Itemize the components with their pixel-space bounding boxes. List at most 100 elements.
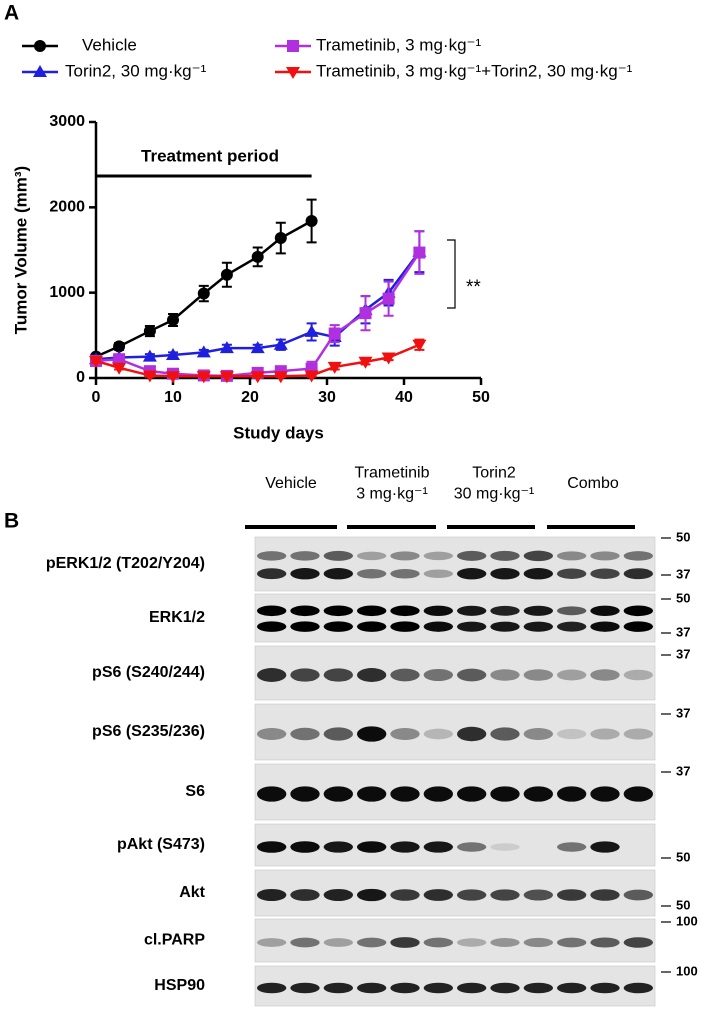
blot-strip bbox=[254, 593, 656, 643]
data-point bbox=[251, 250, 264, 263]
blot-band bbox=[557, 606, 587, 616]
blot-band bbox=[390, 605, 420, 617]
blot-band bbox=[557, 982, 587, 994]
blot-row-label: pS6 (S235/236) bbox=[92, 723, 205, 740]
blot-band bbox=[557, 551, 587, 561]
data-point bbox=[274, 232, 287, 245]
blot-band bbox=[490, 621, 520, 632]
blot-band bbox=[557, 568, 587, 579]
mw-label: 50 bbox=[676, 897, 690, 912]
blot-band bbox=[457, 786, 487, 802]
blot-row-label: S6 bbox=[185, 783, 205, 800]
legend-label: Torin2, 30 mg·kg⁻¹ bbox=[65, 61, 207, 80]
blot-band bbox=[423, 668, 454, 682]
annotation: Treatment period bbox=[141, 146, 279, 165]
data-point bbox=[412, 339, 427, 352]
blot-band bbox=[523, 786, 553, 802]
panel-label: B bbox=[4, 510, 19, 533]
blot-band bbox=[323, 568, 354, 580]
blot-band bbox=[457, 889, 487, 901]
significance-label: ** bbox=[466, 277, 481, 298]
blot-band bbox=[290, 727, 320, 741]
blot-band bbox=[457, 621, 487, 632]
blot-band bbox=[257, 668, 287, 682]
blot-band bbox=[423, 569, 454, 578]
blot-band bbox=[590, 841, 620, 853]
blot-band bbox=[257, 786, 287, 802]
blot-band bbox=[457, 550, 487, 561]
blot-band bbox=[257, 841, 287, 853]
y-tick-label: 3000 bbox=[49, 113, 85, 130]
blot-band bbox=[623, 551, 653, 561]
blot-band bbox=[290, 937, 320, 948]
blot-band bbox=[623, 669, 653, 681]
blot-band bbox=[390, 841, 420, 853]
blot-band bbox=[357, 841, 387, 853]
blot-band bbox=[457, 726, 487, 742]
blot-band bbox=[523, 728, 553, 740]
blot-band bbox=[557, 728, 587, 740]
blot-band bbox=[323, 982, 354, 994]
data-point bbox=[304, 324, 319, 337]
blot-row-label: pAkt (S473) bbox=[117, 836, 205, 853]
blot-band bbox=[423, 786, 454, 802]
blot-band bbox=[423, 937, 454, 948]
data-point bbox=[219, 371, 234, 384]
blot-band bbox=[390, 668, 420, 682]
mw-label: 37 bbox=[676, 566, 690, 581]
x-tick-label: 30 bbox=[318, 389, 336, 406]
blot-strip bbox=[254, 869, 656, 917]
blot-band bbox=[323, 841, 354, 853]
blot-row-label: Akt bbox=[179, 884, 205, 901]
blot-band bbox=[490, 550, 520, 561]
data-point bbox=[166, 371, 180, 384]
data-point bbox=[328, 327, 341, 340]
blot-band bbox=[423, 889, 454, 901]
blot-band bbox=[557, 786, 587, 802]
mw-label: 50 bbox=[676, 849, 690, 864]
legend-label: Trametinib, 3 mg·kg⁻¹+Torin2, 30 mg·kg⁻¹ bbox=[316, 61, 633, 80]
blot-band bbox=[590, 982, 620, 994]
blot-band bbox=[257, 621, 287, 632]
data-point bbox=[219, 341, 234, 354]
blot-band bbox=[257, 938, 287, 947]
blot-band bbox=[257, 605, 287, 617]
blot-strip bbox=[254, 703, 656, 761]
blot-band bbox=[523, 621, 553, 632]
x-tick-label: 20 bbox=[241, 389, 259, 406]
blot-band bbox=[357, 568, 387, 579]
blot-row-label: cl.PARP bbox=[144, 932, 205, 949]
blot-band bbox=[523, 669, 553, 681]
blot-band bbox=[323, 938, 354, 947]
mw-label: 100 bbox=[676, 913, 698, 928]
data-point bbox=[359, 307, 372, 320]
blot-row-label: pERK1/2 (T202/Y204) bbox=[46, 555, 205, 572]
blot-band bbox=[423, 982, 454, 994]
data-point bbox=[89, 355, 103, 368]
blot-strip bbox=[254, 918, 656, 963]
blot-band bbox=[257, 568, 287, 580]
mw-label: 50 bbox=[676, 590, 690, 605]
blot-band bbox=[523, 937, 553, 948]
blot-band bbox=[390, 982, 420, 994]
blot-band bbox=[323, 550, 354, 561]
blot-band bbox=[623, 786, 653, 802]
blot-row-label: pS6 (S240/244) bbox=[92, 664, 205, 681]
blot-band bbox=[523, 550, 553, 562]
blot-band bbox=[490, 889, 520, 901]
mw-label: 37 bbox=[676, 763, 690, 778]
data-point bbox=[327, 361, 342, 374]
blot-band bbox=[490, 605, 520, 616]
blot-band bbox=[357, 668, 387, 682]
blot-band bbox=[290, 786, 320, 802]
blot-band bbox=[590, 889, 620, 901]
data-point bbox=[167, 313, 179, 326]
blot-band bbox=[290, 621, 320, 632]
blot-band bbox=[357, 551, 387, 561]
mw-label: 37 bbox=[676, 705, 690, 720]
blot-band bbox=[423, 621, 454, 632]
data-point bbox=[143, 325, 156, 338]
data-point bbox=[273, 337, 288, 350]
blot-band bbox=[590, 621, 620, 632]
blot-band bbox=[257, 728, 287, 740]
